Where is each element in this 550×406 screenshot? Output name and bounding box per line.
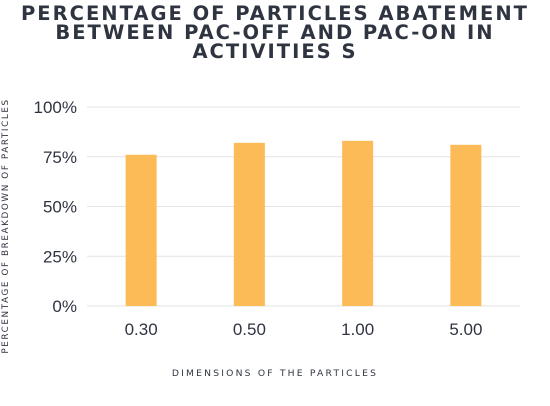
chart-title-line: BETWEEN PAC-OFF AND PAC-ON IN: [55, 21, 495, 44]
bar: [450, 144, 482, 306]
y-tick-label: 25%: [43, 247, 77, 266]
y-tick-label: 0%: [52, 297, 77, 316]
x-tick-label: 0.50: [233, 320, 266, 339]
y-tick-label: 50%: [43, 198, 77, 217]
bar: [233, 142, 265, 306]
chart-title-line: PERCENTAGE OF PARTICLES ABATEMENT: [21, 2, 529, 25]
bar: [125, 154, 157, 306]
x-tick-label: 1.00: [341, 320, 374, 339]
x-tick-label: 5.00: [449, 320, 482, 339]
bar: [342, 140, 374, 306]
x-axis-label: DIMENSIONS OF THE PARTICLES: [171, 368, 379, 379]
chart-title-line: ACTIVITIES S: [192, 40, 358, 63]
x-tick-label: 0.30: [125, 320, 158, 339]
y-tick-label: 75%: [43, 148, 77, 167]
y-tick-label: 100%: [34, 98, 77, 117]
chart-title: PERCENTAGE OF PARTICLES ABATEMENT BETWEE…: [0, 2, 550, 63]
